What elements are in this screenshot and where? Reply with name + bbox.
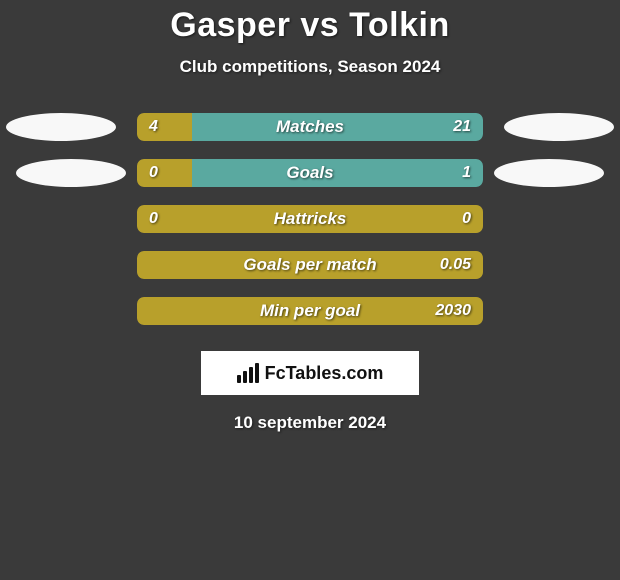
player-right-ellipse [504,113,614,141]
player-left-ellipse [16,159,126,187]
player-left-ellipse [6,113,116,141]
stat-bar-right [192,113,483,141]
stat-row: Matches421 [0,113,620,141]
stat-bar-right [192,159,483,187]
stat-bar: Matches421 [137,113,483,141]
date-label: 10 september 2024 [0,413,620,433]
stat-bar-left [137,297,483,325]
comparison-card: Gasper vs Tolkin Club competitions, Seas… [0,0,620,433]
stat-row: Min per goal2030 [0,297,620,325]
page-title: Gasper vs Tolkin [0,6,620,45]
bar-chart-icon [237,363,259,383]
stat-row: Goals01 [0,159,620,187]
page-subtitle: Club competitions, Season 2024 [0,57,620,77]
stat-row: Goals per match0.05 [0,251,620,279]
stat-bar: Min per goal2030 [137,297,483,325]
player-right-ellipse [494,159,604,187]
stat-row: Hattricks00 [0,205,620,233]
stat-rows: Matches421 Goals01 Hattricks00 Goals per ma… [0,113,620,325]
logo-badge: FcTables.com [201,351,419,395]
stat-bar: Goals01 [137,159,483,187]
stat-bar-left [137,205,483,233]
stat-bar: Goals per match0.05 [137,251,483,279]
stat-bar-left [137,159,192,187]
logo-text: FcTables.com [265,363,384,384]
stat-bar-left [137,251,483,279]
stat-bar: Hattricks00 [137,205,483,233]
stat-bar-left [137,113,192,141]
